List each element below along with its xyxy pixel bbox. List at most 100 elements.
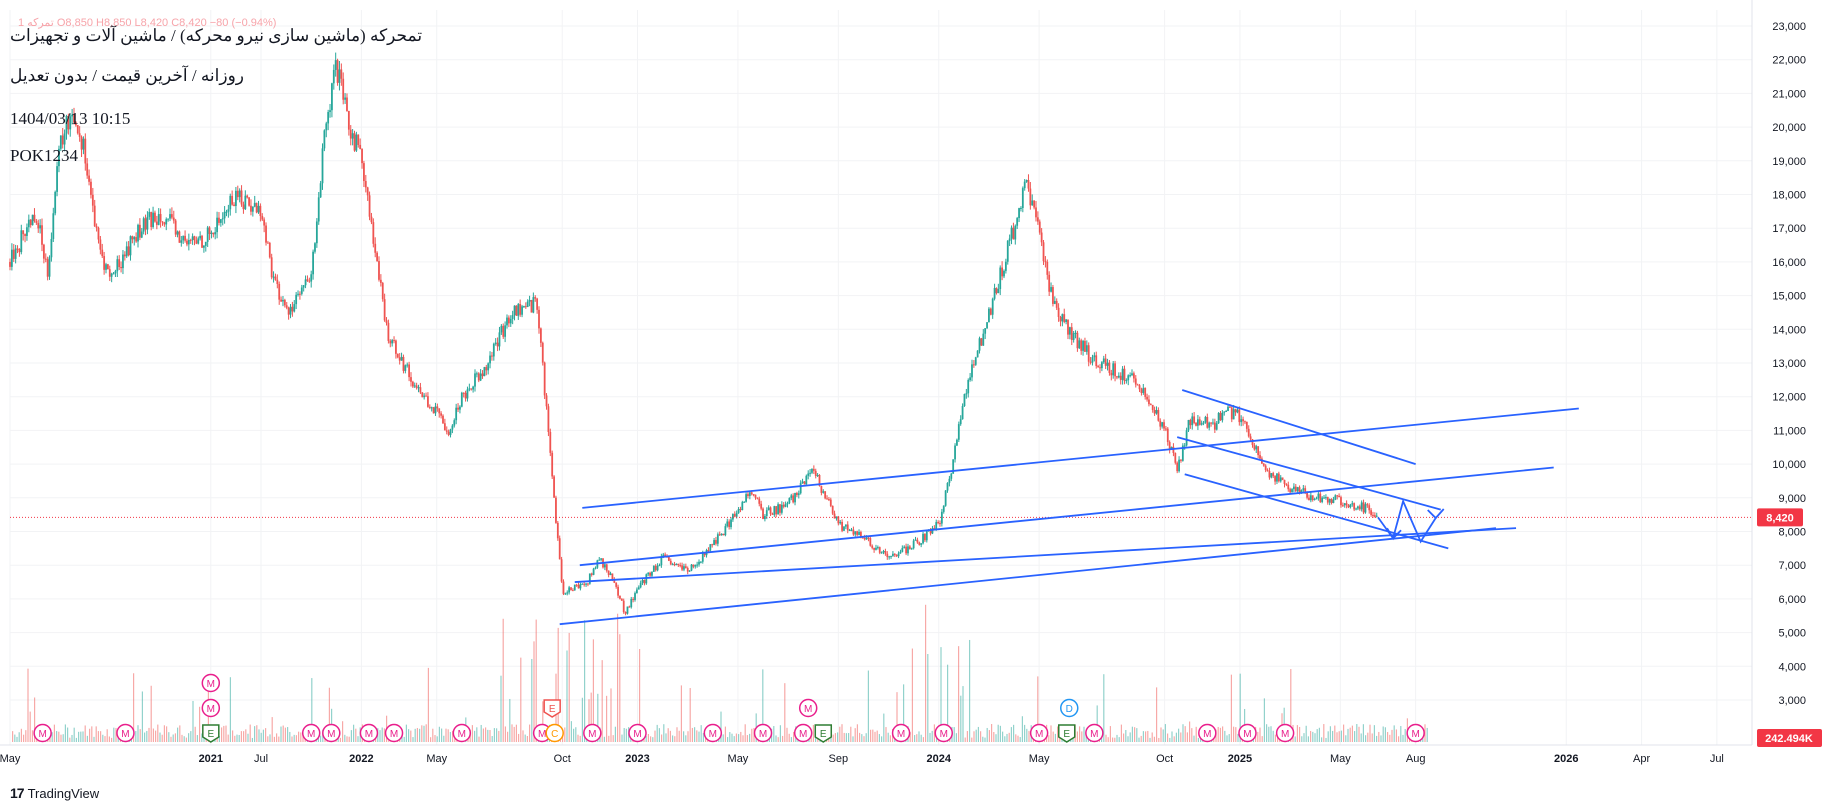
- volume-bar: [841, 724, 843, 742]
- candle-body: [1074, 332, 1077, 334]
- candle-body: [411, 381, 414, 387]
- candle-body: [910, 548, 913, 550]
- candle-body: [1099, 367, 1101, 369]
- chart-datetime: 1404/03/13 10:15: [10, 109, 131, 128]
- volume-bar: [1006, 733, 1008, 742]
- volume-bar: [1219, 727, 1221, 742]
- volume-bar: [1321, 737, 1323, 742]
- candle-body: [912, 540, 915, 549]
- candle-body: [1035, 207, 1037, 218]
- candle-body: [820, 485, 823, 493]
- volume-bar: [480, 724, 482, 742]
- volume-bar: [410, 730, 412, 742]
- volume-bar: [839, 726, 841, 742]
- candle-body: [974, 357, 977, 365]
- candle-body: [442, 415, 444, 424]
- volume-bar: [1314, 733, 1316, 742]
- candle-body: [413, 385, 416, 387]
- candle-body: [615, 582, 618, 587]
- candle-body: [667, 557, 670, 561]
- volume-bar: [927, 653, 929, 742]
- candle-body: [790, 495, 793, 498]
- candle-body: [686, 567, 689, 572]
- candle-body: [871, 545, 874, 548]
- candle-body: [459, 406, 461, 410]
- volume-bar: [199, 706, 201, 742]
- event-marker-letter: C: [551, 729, 558, 740]
- volume-bar: [859, 732, 861, 742]
- candle-body: [1014, 225, 1017, 240]
- volume-bar: [238, 734, 240, 742]
- candle-body: [850, 529, 853, 531]
- candle-body: [1253, 445, 1256, 450]
- y-tick-label: 19,000: [1772, 156, 1806, 168]
- candle-body: [1281, 477, 1284, 480]
- candle-body: [97, 227, 100, 240]
- volume-bar: [1237, 733, 1239, 742]
- candle-body: [1181, 445, 1184, 461]
- volume-bar: [1052, 731, 1054, 742]
- candle-body: [101, 249, 104, 257]
- candle-body: [1106, 362, 1109, 366]
- candle-body: [907, 546, 909, 554]
- candle-body: [698, 561, 700, 565]
- candle-body: [152, 212, 154, 227]
- tradingview-branding[interactable]: 17 TradingView: [10, 785, 99, 801]
- candle-body: [581, 583, 584, 585]
- ohlc-legend: 1 تمرکه O8,850 H8,850 L8,420 C8,420 −80 …: [18, 17, 277, 29]
- volume-bar: [1230, 674, 1232, 742]
- candle-body: [502, 325, 505, 337]
- volume-bar: [647, 734, 649, 742]
- candle-body: [421, 392, 424, 398]
- x-tick-label: Oct: [554, 753, 571, 765]
- volume-bar: [1162, 729, 1164, 742]
- candle-body: [656, 565, 659, 571]
- brand-name: TradingView: [27, 785, 100, 801]
- volume-bar: [1358, 726, 1360, 742]
- candle-body: [959, 419, 962, 425]
- candle-body: [664, 554, 667, 557]
- dividend-marker: [33, 723, 52, 743]
- candle-body: [532, 297, 535, 313]
- candle-body: [20, 230, 23, 253]
- volume-bar: [350, 730, 352, 742]
- volume-bar: [685, 735, 687, 742]
- x-tick-label: Jul: [1710, 753, 1724, 765]
- candle-body: [208, 227, 211, 235]
- candle-body: [138, 224, 141, 238]
- candle-body: [1266, 470, 1269, 472]
- volume-bar: [1226, 735, 1228, 742]
- volume-bar: [71, 734, 73, 742]
- volume-bar: [379, 730, 381, 742]
- volume-bar: [1274, 734, 1276, 742]
- volume-bar: [1261, 736, 1263, 742]
- candle-body: [1025, 180, 1028, 182]
- candle-body: [1159, 420, 1162, 427]
- candle-body: [44, 258, 47, 260]
- candle-body: [491, 355, 493, 357]
- volume-bar: [1347, 728, 1349, 742]
- candle-body: [464, 392, 467, 399]
- y-tick-label: 21,000: [1772, 88, 1806, 100]
- volume-bar: [971, 737, 973, 742]
- candle-body: [391, 340, 394, 344]
- volume-bar: [793, 731, 795, 742]
- candle-body: [1287, 484, 1290, 490]
- volume-bar: [564, 727, 566, 742]
- candle-body: [483, 367, 486, 377]
- event-marker-letter: M: [588, 729, 596, 740]
- volume-bar: [269, 734, 271, 742]
- volume-bar: [148, 727, 150, 742]
- candle-body: [1304, 488, 1307, 493]
- candle-body: [355, 134, 358, 151]
- event-marker-letter: D: [1066, 704, 1073, 715]
- volume-bar: [56, 731, 58, 742]
- candle-body: [583, 583, 586, 585]
- candle-body: [46, 259, 49, 277]
- volume-bar: [936, 737, 938, 742]
- dividend-marker: [1406, 723, 1425, 743]
- volume-bar: [188, 733, 190, 742]
- symbol-title: تمحرکه (ماشین سازی نیرو محرکه) / ماشین آ…: [10, 26, 423, 45]
- candle-body: [854, 531, 857, 535]
